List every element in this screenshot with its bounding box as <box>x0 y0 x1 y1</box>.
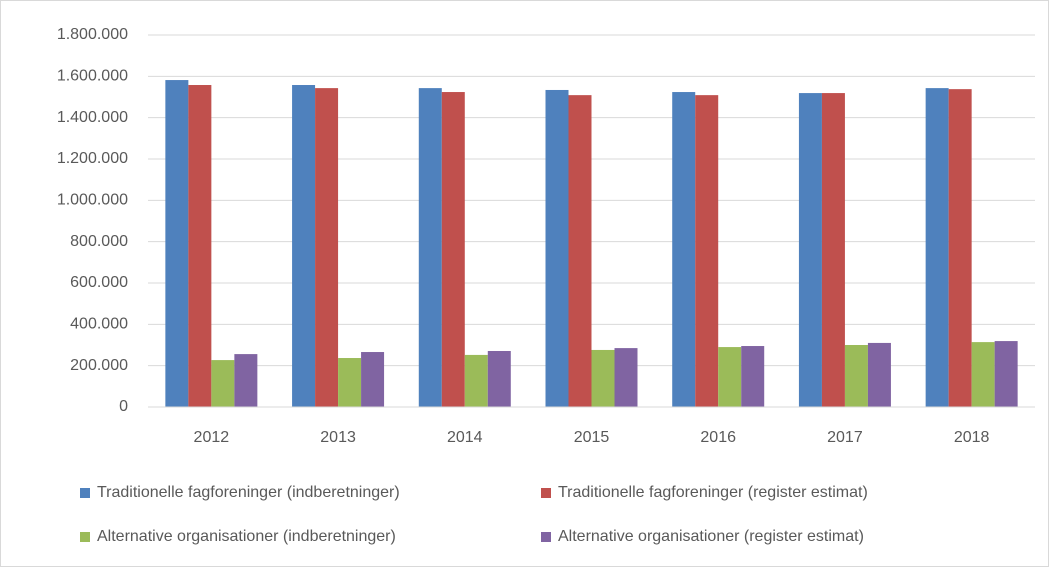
legend-swatch <box>541 488 551 498</box>
bar <box>234 354 258 407</box>
x-tick-label: 2018 <box>954 429 990 446</box>
bar <box>315 88 339 407</box>
bar <box>165 80 189 407</box>
y-tick-label: 1.600.000 <box>57 68 128 85</box>
x-tick-label: 2012 <box>194 429 230 446</box>
bar <box>211 360 235 407</box>
bar <box>821 93 845 407</box>
legend-label: Alternative organisationer (indberetning… <box>97 528 396 545</box>
y-tick-label: 1.800.000 <box>57 26 128 43</box>
bar <box>292 85 316 407</box>
y-tick-label: 0 <box>119 398 128 415</box>
x-tick-label: 2013 <box>320 429 356 446</box>
bar <box>188 85 212 407</box>
bar <box>844 345 868 407</box>
bar <box>361 352 385 407</box>
y-tick-label: 200.000 <box>70 357 128 374</box>
legend-swatch <box>80 532 90 542</box>
bar <box>867 342 891 407</box>
x-tick-label: 2017 <box>827 429 863 446</box>
bar <box>948 89 972 407</box>
x-tick-label: 2014 <box>447 429 483 446</box>
bar <box>614 348 638 407</box>
bar <box>798 93 822 407</box>
bar <box>718 347 742 407</box>
bar <box>695 95 719 407</box>
y-tick-label: 400.000 <box>70 316 128 333</box>
legend-label: Alternative organisationer (register est… <box>558 528 864 545</box>
y-tick-label: 800.000 <box>70 233 128 250</box>
bar <box>672 92 696 407</box>
bar <box>338 358 362 407</box>
y-tick-label: 1.400.000 <box>57 109 128 126</box>
legend-label: Traditionelle fagforeninger (register es… <box>558 484 868 501</box>
y-tick-label: 1.000.000 <box>57 192 128 209</box>
x-tick-label: 2015 <box>574 429 610 446</box>
legend-swatch <box>80 488 90 498</box>
bar <box>741 346 765 407</box>
legend-label: Traditionelle fagforeninger (indberetnin… <box>97 484 400 501</box>
y-tick-label: 1.200.000 <box>57 150 128 167</box>
bar <box>994 341 1018 407</box>
bar <box>441 92 465 407</box>
bar <box>487 350 511 407</box>
bar <box>464 354 488 407</box>
y-tick-label: 600.000 <box>70 274 128 291</box>
bar <box>971 342 995 407</box>
bar <box>545 89 569 408</box>
bar <box>925 88 949 407</box>
bar <box>418 88 442 407</box>
legend-swatch <box>541 532 551 542</box>
bar <box>568 95 592 407</box>
bar <box>591 349 615 407</box>
x-tick-label: 2016 <box>700 429 736 446</box>
